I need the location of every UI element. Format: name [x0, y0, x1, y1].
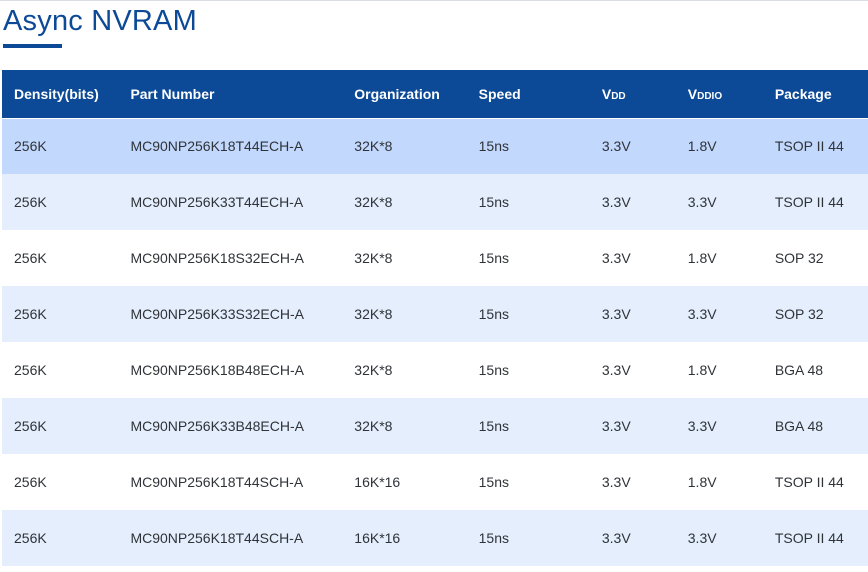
cell-organization: 32K*8 — [354, 306, 393, 322]
header-package: Package — [762, 70, 868, 119]
cell-package: TSOP II 44 — [774, 138, 844, 155]
cell-vddio: 1.8V — [687, 474, 717, 490]
header-vdd-sub: DD — [611, 90, 626, 102]
header-speed: Speed — [466, 70, 590, 119]
cell-vddio: 3.3V — [687, 306, 717, 322]
cell-part-number: MC90NP256K18T44SCH-A — [130, 530, 304, 546]
cell-vdd: 3.3V — [601, 474, 631, 490]
cell-density: 256K — [14, 530, 47, 546]
cell-organization: 32K*8 — [354, 194, 393, 210]
table-body: 256K MC90NP256K18T44ECH-A 32K*8 15ns 3.3… — [2, 118, 868, 566]
header-vdd-main: V — [601, 85, 612, 102]
header-density: Density(bits) — [2, 70, 119, 119]
cell-organization: 32K*8 — [354, 418, 393, 434]
cell-speed: 15ns — [478, 530, 509, 546]
header-vddio-main: V — [687, 85, 698, 102]
cell-density: 256K — [14, 306, 47, 322]
cell-vdd: 3.3V — [601, 362, 631, 378]
cell-density: 256K — [14, 194, 47, 210]
page-title: Async NVRAM — [3, 5, 197, 37]
header-organization: Organization — [342, 70, 467, 119]
top-divider — [0, 0, 868, 1]
table-row[interactable]: 256K MC90NP256K33B48ECH-A 32K*8 15ns 3.3… — [2, 398, 868, 454]
cell-density: 256K — [14, 138, 47, 155]
table-header: Density(bits) Part Number Organization S… — [2, 70, 868, 119]
table-row[interactable]: 256K MC90NP256K18B48ECH-A 32K*8 15ns 3.3… — [2, 342, 868, 398]
table-row[interactable]: 256K MC90NP256K18T44SCH-A 16K*16 15ns 3.… — [2, 454, 868, 510]
cell-speed: 15ns — [478, 306, 509, 322]
cell-speed: 15ns — [478, 474, 509, 490]
cell-organization: 32K*8 — [354, 362, 393, 378]
cell-speed: 15ns — [478, 138, 509, 155]
cell-organization: 32K*8 — [354, 250, 393, 266]
table-row[interactable]: 256K MC90NP256K18T44ECH-A 32K*8 15ns 3.3… — [2, 118, 868, 174]
title-underline — [3, 44, 62, 48]
header-vddio: VDDIO — [675, 70, 763, 119]
table-row[interactable]: 256K MC90NP256K18S32ECH-A 32K*8 15ns 3.3… — [2, 230, 868, 286]
header-row: Density(bits) Part Number Organization S… — [2, 70, 868, 119]
cell-package: TSOP II 44 — [774, 194, 844, 210]
cell-part-number: MC90NP256K18T44SCH-A — [130, 474, 304, 490]
cell-vdd: 3.3V — [601, 306, 631, 322]
cell-organization: 16K*16 — [354, 474, 401, 490]
cell-speed: 15ns — [478, 250, 509, 266]
header-vddio-sub: DDIO — [697, 90, 723, 102]
cell-package: BGA 48 — [774, 418, 824, 434]
cell-density: 256K — [14, 418, 47, 434]
cell-density: 256K — [14, 362, 47, 378]
cell-vddio: 3.3V — [687, 418, 717, 434]
cell-part-number: MC90NP256K18B48ECH-A — [130, 362, 304, 378]
cell-density: 256K — [14, 474, 47, 490]
cell-density: 256K — [14, 250, 47, 266]
cell-vdd: 3.3V — [601, 194, 631, 210]
cell-speed: 15ns — [478, 194, 509, 210]
cell-part-number: MC90NP256K18S32ECH-A — [130, 250, 304, 266]
cell-vdd: 3.3V — [601, 138, 631, 155]
cell-vddio: 3.3V — [687, 530, 717, 546]
table-row[interactable]: 256K MC90NP256K18T44SCH-A 16K*16 15ns 3.… — [2, 510, 868, 566]
table-row[interactable]: 256K MC90NP256K33T44ECH-A 32K*8 15ns 3.3… — [2, 174, 868, 230]
header-part-number: Part Number — [118, 70, 343, 119]
cell-vdd: 3.3V — [601, 530, 631, 546]
cell-organization: 16K*16 — [354, 530, 401, 546]
cell-package: TSOP II 44 — [774, 474, 844, 490]
header-vdd: VDD — [589, 70, 676, 119]
cell-speed: 15ns — [478, 362, 509, 378]
cell-vdd: 3.3V — [601, 250, 631, 266]
cell-vddio: 1.8V — [687, 362, 717, 378]
cell-part-number: MC90NP256K18T44ECH-A — [130, 138, 304, 155]
cell-package: SOP 32 — [774, 250, 824, 266]
cell-part-number: MC90NP256K33B48ECH-A — [130, 418, 304, 434]
cell-package: BGA 48 — [774, 362, 824, 378]
cell-speed: 15ns — [478, 418, 509, 434]
cell-vddio: 1.8V — [687, 250, 717, 266]
cell-part-number: MC90NP256K33T44ECH-A — [130, 194, 304, 210]
cell-organization: 32K*8 — [354, 138, 393, 155]
cell-part-number: MC90NP256K33S32ECH-A — [130, 306, 304, 322]
cell-vdd: 3.3V — [601, 418, 631, 434]
cell-vddio: 3.3V — [687, 194, 717, 210]
cell-package: TSOP II 44 — [774, 530, 844, 546]
cell-package: SOP 32 — [774, 306, 824, 322]
table-row[interactable]: 256K MC90NP256K33S32ECH-A 32K*8 15ns 3.3… — [2, 286, 868, 342]
product-table: Density(bits) Part Number Organization S… — [2, 70, 868, 566]
cell-vddio: 1.8V — [687, 138, 717, 155]
